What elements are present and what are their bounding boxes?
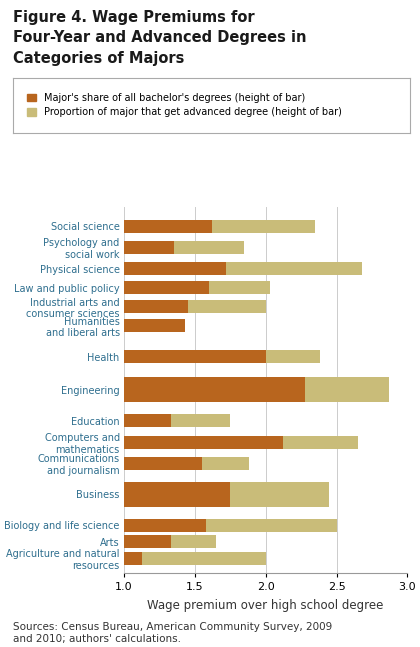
Bar <box>124 488 329 501</box>
Bar <box>124 435 358 448</box>
Bar <box>124 414 230 427</box>
Bar <box>124 350 320 363</box>
X-axis label: Wage premium over high school degree: Wage premium over high school degree <box>147 598 384 611</box>
Bar <box>124 241 244 254</box>
Bar <box>124 377 305 402</box>
Bar <box>124 319 185 333</box>
Bar <box>124 219 315 232</box>
Bar <box>124 482 329 507</box>
Bar <box>124 262 226 275</box>
Bar <box>124 552 265 565</box>
Bar <box>124 281 270 294</box>
Bar <box>124 414 171 427</box>
Bar <box>124 383 305 397</box>
Bar <box>124 435 283 448</box>
Bar <box>124 300 265 313</box>
Bar <box>124 535 171 548</box>
Text: Sources: Census Bureau, American Community Survey, 2009
and 2010; authors' calcu: Sources: Census Bureau, American Communi… <box>13 622 332 644</box>
Text: Figure 4. Wage Premiums for: Figure 4. Wage Premiums for <box>13 10 254 25</box>
Bar <box>124 219 212 232</box>
Bar <box>124 262 362 275</box>
Legend: Major's share of all bachelor's degrees (height of bar), Proportion of major tha: Major's share of all bachelor's degrees … <box>24 89 346 121</box>
Bar <box>124 350 265 363</box>
Bar <box>124 535 216 548</box>
Bar <box>124 457 249 470</box>
Bar <box>124 457 202 470</box>
Bar <box>124 281 209 294</box>
Bar <box>124 488 230 501</box>
Text: Four-Year and Advanced Degrees in: Four-Year and Advanced Degrees in <box>13 30 306 45</box>
Bar <box>124 377 389 402</box>
Bar <box>124 519 206 532</box>
Bar <box>124 241 173 254</box>
Bar <box>124 383 389 397</box>
Bar <box>124 519 336 532</box>
Bar <box>124 482 230 507</box>
Text: Categories of Majors: Categories of Majors <box>13 51 184 66</box>
Bar <box>124 552 142 565</box>
Bar <box>124 300 188 313</box>
